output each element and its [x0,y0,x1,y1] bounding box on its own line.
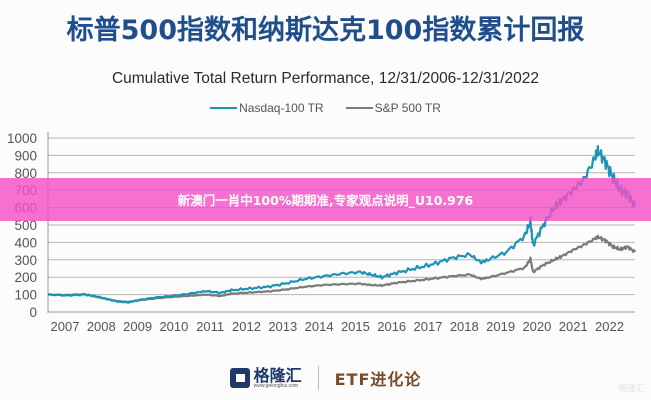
legend-label-sp500: S&P 500 TR [374,101,441,115]
legend-label-nasdaq: Nasdaq-100 TR [239,101,324,115]
footer-divider [317,366,319,390]
y-tick-label: 0 [29,305,37,320]
gridlines [48,137,635,313]
overlay-banner-text: 新澳门一肖中100%期期准,专家观点说明_U10.976 [177,193,474,208]
x-tick-label: 2013 [268,319,297,334]
x-tick-label: 2012 [232,319,261,334]
page-title: 标普500指数和纳斯达克100指数累计回报 [66,15,585,46]
y-tick-label: 500 [14,218,37,233]
x-tick-label: 2014 [305,319,334,334]
x-tick-label: 2019 [486,319,515,334]
footer: 格隆汇 www.gelonghui.com ETF进化论 [0,360,651,396]
sp500-swatch-icon [345,107,373,109]
chart-title: Cumulative Total Return Performance, 12/… [111,70,540,87]
y-tick-label: 300 [14,253,37,268]
nasdaq-line [47,145,637,304]
y-axis-ticks: 01002003004005006007008009001000 [7,131,37,320]
x-tick-label: 2007 [51,319,80,334]
nasdaq-swatch-icon [210,107,238,109]
x-tick-label: 2010 [159,319,188,334]
y-tick-label: 900 [14,148,37,163]
legend-item-sp500: S&P 500 TR [345,101,441,115]
y-tick-label: 200 [14,270,37,285]
chart-legend: Nasdaq-100 TR S&P 500 TR [0,101,651,115]
watermark: 格隆汇 [617,383,645,393]
brand-logo-icon [229,368,250,388]
brand-name: 格隆汇 [253,365,302,385]
x-tick-label: 2021 [559,319,588,334]
x-tick-label: 2009 [123,319,152,334]
y-tick-label: 800 [14,166,37,181]
x-tick-label: 2020 [522,319,551,334]
sp500-line [47,234,636,304]
x-tick-label: 2016 [377,319,406,334]
brand-url: www.gelonghui.com [253,382,299,389]
x-tick-label: 2017 [414,319,443,334]
y-tick-label: 400 [14,235,37,250]
x-tick-label: 2015 [341,319,370,334]
x-axis-ticks: 2007 2008 2009 2010 2011 2012 2013 2014 2015 2016… [51,319,624,334]
column-name: ETF进化论 [334,370,422,389]
x-tick-label: 2022 [595,319,624,334]
x-tick-label: 2018 [450,319,479,334]
y-tick-label: 100 [14,288,37,303]
brand: 格隆汇 www.gelonghui.com [229,365,302,389]
y-tick-label: 1000 [7,131,37,146]
legend-item-nasdaq: Nasdaq-100 TR [210,101,324,115]
x-tick-label: 2008 [87,319,116,334]
x-tick-label: 2011 [196,319,224,334]
overlay-banner [0,178,651,221]
